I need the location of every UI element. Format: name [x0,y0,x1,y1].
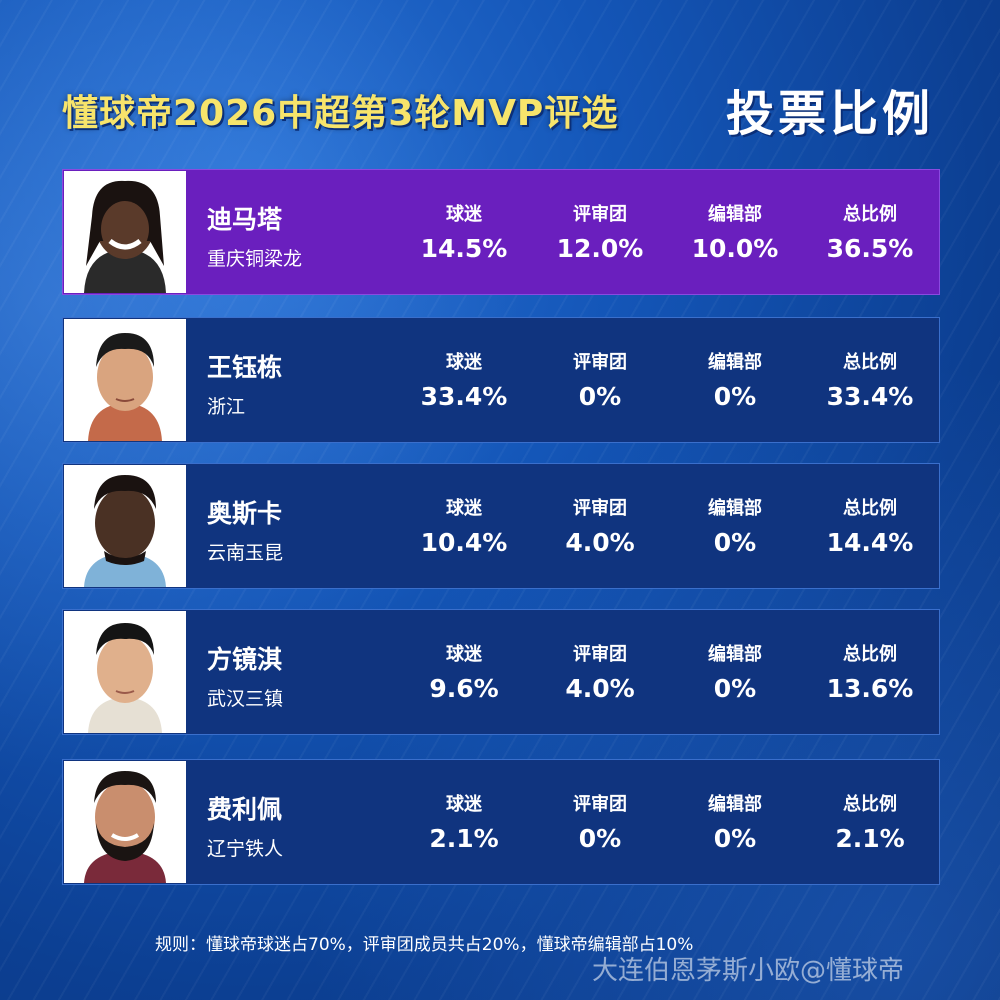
total-label: 总比例 [843,204,897,225]
rules-text: 规则：懂球帝球迷占70%，评审团成员共占20%，懂球帝编辑部占10% [155,935,694,955]
jury-value: 12.0% [556,234,644,263]
jury-stat: 评审团 0% [540,348,660,411]
editors-value: 0% [713,674,757,703]
player-team: 辽宁铁人 [207,838,284,860]
fans-label: 球迷 [446,204,482,225]
total-value: 13.6% [826,674,914,703]
editors-stat: 编辑部 0% [675,494,795,557]
player-name: 费利佩 [207,795,283,824]
player-row: 费利佩 辽宁铁人 球迷 2.1% 评审团 0% 编辑部 0% 总比例 2.1% [62,759,940,885]
player-row: 方镜淇 武汉三镇 球迷 9.6% 评审团 4.0% 编辑部 0% 总比例 13.… [62,609,940,735]
fans-label: 球迷 [446,794,482,815]
total-value: 36.5% [826,234,914,263]
editors-stat: 编辑部 0% [675,348,795,411]
player-photo [64,611,186,733]
jury-value: 4.0% [565,528,635,557]
player-row: 迪马塔 重庆铜梁龙 球迷 14.5% 评审团 12.0% 编辑部 10.0% 总… [62,169,940,295]
player-name: 迪马塔 [207,205,283,234]
fans-stat: 球迷 9.6% [404,640,524,703]
jury-label: 评审团 [573,794,627,815]
total-stat: 总比例 33.4% [810,348,930,411]
fans-value: 10.4% [420,528,508,557]
fans-label: 球迷 [446,644,482,665]
total-label: 总比例 [843,352,897,373]
editors-label: 编辑部 [708,498,762,519]
jury-stat: 评审团 4.0% [540,494,660,557]
jury-label: 评审团 [573,352,627,373]
total-stat: 总比例 2.1% [810,790,930,853]
total-stat: 总比例 14.4% [810,494,930,557]
player-team: 重庆铜梁龙 [207,248,303,270]
fans-label: 球迷 [446,352,482,373]
jury-stat: 评审团 0% [540,790,660,853]
fans-label: 球迷 [446,498,482,519]
player-team: 浙江 [207,396,246,418]
total-label: 总比例 [843,498,897,519]
editors-value: 0% [713,382,757,411]
fans-value: 33.4% [420,382,508,411]
player-row: 奥斯卡 云南玉昆 球迷 10.4% 评审团 4.0% 编辑部 0% 总比例 14… [62,463,940,589]
fans-value: 2.1% [429,824,499,853]
jury-value: 0% [578,824,622,853]
player-photo [64,465,186,587]
fans-value: 14.5% [420,234,508,263]
player-photo [64,171,186,293]
fans-stat: 球迷 2.1% [404,790,524,853]
total-stat: 总比例 36.5% [810,200,930,263]
editors-stat: 编辑部 0% [675,790,795,853]
watermark: 大连伯恩茅斯小欧@懂球帝 [592,956,905,986]
total-value: 14.4% [826,528,914,557]
jury-stat: 评审团 4.0% [540,640,660,703]
total-label: 总比例 [843,644,897,665]
total-value: 2.1% [835,824,905,853]
editors-label: 编辑部 [708,794,762,815]
jury-value: 0% [578,382,622,411]
jury-stat: 评审团 12.0% [540,200,660,263]
player-name: 王钰栋 [207,353,283,382]
jury-value: 4.0% [565,674,635,703]
editors-stat: 编辑部 10.0% [675,200,795,263]
player-photo [64,761,186,883]
jury-label: 评审团 [573,498,627,519]
fans-stat: 球迷 33.4% [404,348,524,411]
player-team: 云南玉昆 [207,542,284,564]
editors-value: 0% [713,528,757,557]
editors-label: 编辑部 [708,204,762,225]
player-row: 王钰栋 浙江 球迷 33.4% 评审团 0% 编辑部 0% 总比例 33.4% [62,317,940,443]
player-name: 方镜淇 [207,645,283,674]
editors-stat: 编辑部 0% [675,640,795,703]
total-value: 33.4% [826,382,914,411]
fans-stat: 球迷 14.5% [404,200,524,263]
editors-value: 10.0% [691,234,779,263]
player-team: 武汉三镇 [207,688,284,710]
jury-label: 评审团 [573,204,627,225]
player-name: 奥斯卡 [207,499,283,528]
total-label: 总比例 [843,794,897,815]
page-title: 懂球帝2026中超第3轮MVP评选 [62,93,619,134]
fans-stat: 球迷 10.4% [404,494,524,557]
vote-ratio-title: 投票比例 [725,86,934,142]
editors-label: 编辑部 [708,352,762,373]
header: 懂球帝2026中超第3轮MVP评选 投票比例 [62,72,942,144]
total-stat: 总比例 13.6% [810,640,930,703]
editors-label: 编辑部 [708,644,762,665]
editors-value: 0% [713,824,757,853]
fans-value: 9.6% [429,674,499,703]
jury-label: 评审团 [573,644,627,665]
player-photo [64,319,186,441]
